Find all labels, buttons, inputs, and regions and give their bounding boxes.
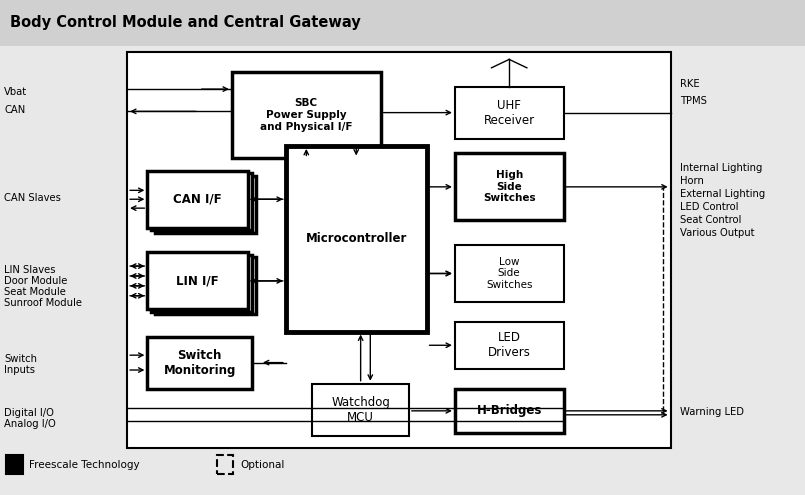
Text: CAN I/F: CAN I/F	[173, 193, 222, 206]
Text: Seat Control: Seat Control	[680, 215, 741, 225]
Text: Switch: Switch	[4, 354, 37, 364]
Text: Warning LED: Warning LED	[680, 407, 745, 417]
Bar	[455, 245, 564, 302]
Text: Door Module: Door Module	[4, 276, 68, 286]
Bar	[6, 455, 23, 474]
Bar	[147, 252, 248, 309]
Bar	[232, 72, 381, 158]
Text: Sunroof Module: Sunroof Module	[4, 298, 82, 308]
Text: Seat Module: Seat Module	[4, 287, 66, 297]
Text: H-Bridges: H-Bridges	[477, 404, 542, 417]
Text: LED Control: LED Control	[680, 202, 739, 212]
Text: Optional: Optional	[240, 460, 284, 470]
Text: Internal Lighting: Internal Lighting	[680, 163, 762, 173]
Text: CAN: CAN	[4, 105, 25, 115]
Text: Microcontroller: Microcontroller	[306, 232, 407, 246]
Bar	[455, 389, 564, 433]
Bar	[455, 153, 564, 220]
Text: External Lighting: External Lighting	[680, 189, 766, 199]
Text: LED
Drivers: LED Drivers	[488, 331, 530, 359]
Bar	[151, 255, 252, 312]
Text: Vbat: Vbat	[4, 87, 27, 97]
Text: Watchdog
MCU: Watchdog MCU	[331, 396, 390, 424]
Text: RKE: RKE	[680, 79, 700, 89]
Bar	[217, 455, 233, 474]
Bar	[127, 52, 671, 448]
Bar	[155, 257, 256, 314]
Bar	[147, 337, 252, 389]
Bar	[147, 171, 248, 228]
Bar	[286, 146, 427, 332]
Bar	[455, 322, 564, 369]
Text: Freescale Technology: Freescale Technology	[29, 460, 139, 470]
Text: Switch
Monitoring: Switch Monitoring	[163, 348, 236, 377]
Text: Body Control Module and Central Gateway: Body Control Module and Central Gateway	[10, 15, 361, 30]
Text: Various Output: Various Output	[680, 228, 755, 238]
Bar	[0, 0, 805, 46]
Bar	[155, 176, 256, 233]
Text: UHF
Receiver: UHF Receiver	[484, 99, 535, 127]
Text: Digital I/O: Digital I/O	[4, 408, 54, 418]
Text: High
Side
Switches: High Side Switches	[483, 170, 535, 203]
Bar	[312, 384, 409, 436]
Text: Analog I/O: Analog I/O	[4, 419, 56, 429]
Text: Low
Side
Switches: Low Side Switches	[486, 257, 532, 290]
Text: CAN Slaves: CAN Slaves	[4, 193, 61, 203]
Text: TPMS: TPMS	[680, 97, 707, 106]
Text: SBC
Power Supply
and Physical I/F: SBC Power Supply and Physical I/F	[260, 99, 353, 132]
Bar	[151, 173, 252, 230]
Text: LIN I/F: LIN I/F	[176, 274, 219, 288]
Text: Horn: Horn	[680, 176, 704, 186]
Text: LIN Slaves: LIN Slaves	[4, 265, 56, 275]
Text: Inputs: Inputs	[4, 365, 35, 375]
Bar	[455, 87, 564, 139]
